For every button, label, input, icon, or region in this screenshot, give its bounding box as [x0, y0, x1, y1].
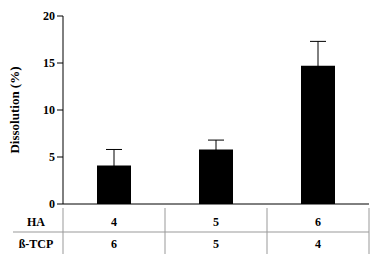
svg-text:0: 0 [49, 197, 55, 211]
svg-text:4: 4 [111, 215, 117, 229]
svg-text:10: 10 [43, 103, 55, 117]
svg-text:5: 5 [213, 237, 219, 251]
svg-text:15: 15 [43, 56, 55, 70]
svg-text:6: 6 [315, 215, 321, 229]
svg-text:HA: HA [27, 215, 45, 229]
svg-text:20: 20 [43, 9, 55, 23]
svg-text:6: 6 [111, 237, 117, 251]
svg-text:5: 5 [213, 215, 219, 229]
svg-text:Dissolution (%): Dissolution (%) [8, 66, 22, 153]
svg-text:5: 5 [49, 150, 55, 164]
svg-text:ß-TCP: ß-TCP [19, 237, 54, 251]
svg-text:4: 4 [315, 237, 321, 251]
